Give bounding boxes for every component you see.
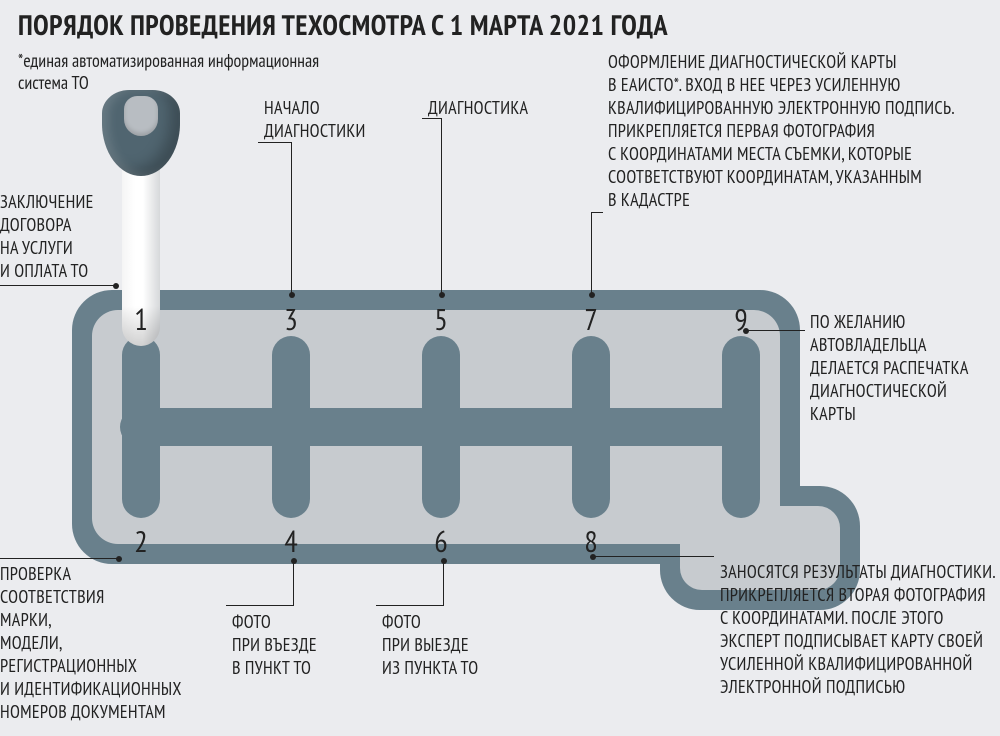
- callout-line: ДИАГНОСТИКИ: [264, 119, 366, 142]
- leader-line: [376, 605, 444, 606]
- callout-line: НОМЕРОВ ДОКУМЕНТАМ: [0, 700, 166, 723]
- leader-dot: [113, 283, 119, 289]
- gear-v-slot: [272, 336, 310, 518]
- callout-line: НАЧАЛО: [264, 96, 320, 119]
- callout-line: ОФОРМЛЕНИЕ ДИАГНОСТИЧЕСКОЙ КАРТЫ: [608, 50, 897, 73]
- gear-number-9: 9: [722, 300, 760, 339]
- footnote-line1: *единая автоматизированная информационна…: [18, 49, 319, 72]
- callout-line: КВАЛИФИЦИРОВАННУЮ ЭЛЕКТРОННУЮ ПОДПИСЬ.: [608, 96, 955, 119]
- callout-step-9: ПО ЖЕЛАНИЮАВТОВЛАДЕЛЬЦАДЕЛАЕТСЯ РАСПЕЧАТ…: [810, 310, 969, 425]
- callout-line: ЗАНОСЯТСЯ РЕЗУЛЬТАТЫ ДИАГНОСТИКИ.: [720, 560, 996, 583]
- callout-line: МАРКИ,: [0, 608, 52, 631]
- callout-line: СООТВЕТСТВУЮТ КООРДИНАТАМ, УКАЗАННЫМ: [608, 165, 922, 188]
- gear-number-7: 7: [572, 300, 610, 339]
- callout-line: С КООРДИНАТАМИ. ПОСЛЕ ЭТОГО: [720, 606, 944, 629]
- callout-line: С КООРДИНАТАМИ МЕСТА СЪЕМКИ, КОТОРЫЕ: [608, 142, 912, 165]
- callout-line: В ЕАИСТО*. ВХОД В НЕЕ ЧЕРЕЗ УСИЛЕННУЮ: [608, 73, 901, 96]
- page-title: ПОРЯДОК ПРОВЕДЕНИЯ ТЕХОСМОТРА С 1 МАРТА …: [18, 6, 668, 43]
- callout-line: ФОТО: [232, 610, 271, 633]
- leader-dot: [116, 556, 122, 562]
- callout-line: АВТОВЛАДЕЛЬЦА: [810, 333, 927, 356]
- leader-dot: [439, 292, 445, 298]
- gear-v-slot: [572, 336, 610, 518]
- leader-dot: [743, 328, 749, 334]
- callout-line: И ИДЕНТИФИКАЦИОННЫХ: [0, 677, 182, 700]
- gear-number-4: 4: [272, 522, 310, 561]
- callout-line: И ОПЛАТА ТО: [0, 259, 88, 282]
- callout-step-4: ФОТОПРИ ВЪЕЗДЕВ ПУНКТ ТО: [232, 610, 317, 679]
- gear-number-1: 1: [122, 300, 160, 339]
- callout-line: ДИАГНОСТИКА: [428, 96, 528, 119]
- gear-v-slot: [122, 336, 160, 518]
- leader-line: [422, 118, 442, 119]
- callout-line: ДЕЛАЕТСЯ РАСПЕЧАТКА: [810, 356, 969, 379]
- callout-step-7: ОФОРМЛЕНИЕ ДИАГНОСТИЧЕСКОЙ КАРТЫВ ЕАИСТО…: [608, 50, 955, 211]
- gear-number-5: 5: [422, 300, 460, 339]
- gear-v-slot: [722, 336, 760, 518]
- leader-line: [0, 558, 118, 559]
- callout-line: МОДЕЛИ,: [0, 631, 63, 654]
- callout-line: ЗАКЛЮЧЕНИЕ: [0, 190, 94, 213]
- gear-number-2: 2: [122, 522, 160, 561]
- callout-step-5: ДИАГНОСТИКА: [428, 96, 528, 119]
- footnote: *единая автоматизированная информационна…: [18, 50, 319, 94]
- gear-knob-window: [124, 96, 158, 136]
- callout-line: УСИЛЕННОЙ КВАЛИФИЦИРОВАННОЙ: [720, 652, 973, 675]
- callout-line: ПРИКРЕПЛЯЕТСЯ ПЕРВАЯ ФОТОГРАФИЯ: [608, 119, 875, 142]
- leader-dot: [291, 558, 297, 564]
- leader-dot: [289, 292, 295, 298]
- callout-line: ПРОВЕРКА: [0, 562, 71, 585]
- gear-number-3: 3: [272, 300, 310, 339]
- callout-line: В ПУНКТ ТО: [232, 656, 311, 679]
- callout-line: КАРТЫ: [810, 402, 856, 425]
- callout-line: РЕГИСТРАЦИОННЫХ: [0, 654, 137, 677]
- gear-number-6: 6: [422, 522, 460, 561]
- leader-line: [441, 118, 442, 294]
- leader-line: [226, 605, 294, 606]
- gear-v-slot: [422, 336, 460, 518]
- callout-line: ДОГОВОРА: [0, 213, 72, 236]
- leader-dot: [589, 292, 595, 298]
- footnote-line2: система ТО: [18, 71, 89, 94]
- callout-line: ИЗ ПУНКТА ТО: [382, 656, 478, 679]
- leader-dot: [590, 554, 596, 560]
- callout-line: ФОТО: [382, 610, 421, 633]
- callout-line: ПРИ ВЫЕЗДЕ: [382, 633, 469, 656]
- leader-line: [592, 556, 714, 557]
- callout-step-8: ЗАНОСЯТСЯ РЕЗУЛЬТАТЫ ДИАГНОСТИКИ.ПРИКРЕП…: [720, 560, 996, 698]
- callout-step-3: НАЧАЛОДИАГНОСТИКИ: [264, 96, 366, 142]
- leader-line: [591, 212, 592, 294]
- callout-line: ЭЛЕКТРОННОЙ ПОДПИСЬЮ: [720, 675, 906, 698]
- callout-line: НА УСЛУГИ: [0, 236, 73, 259]
- leader-dot: [441, 558, 447, 564]
- callout-line: ЭКСПЕРТ ПОДПИСЫВАЕТ КАРТУ СВОЕЙ: [720, 629, 983, 652]
- leader-line: [291, 142, 292, 294]
- leader-line: [258, 142, 292, 143]
- leader-line: [293, 560, 294, 606]
- leader-line: [745, 330, 805, 331]
- callout-step-6: ФОТОПРИ ВЫЕЗДЕИЗ ПУНКТА ТО: [382, 610, 478, 679]
- callout-line: СООТВЕТСТВИЯ: [0, 585, 105, 608]
- callout-line: В КАДАСТРЕ: [608, 188, 690, 211]
- callout-step-1: ЗАКЛЮЧЕНИЕДОГОВОРАНА УСЛУГИИ ОПЛАТА ТО: [0, 190, 94, 282]
- leader-line: [591, 212, 603, 213]
- callout-step-2: ПРОВЕРКАСООТВЕТСТВИЯМАРКИ,МОДЕЛИ,РЕГИСТР…: [0, 562, 182, 723]
- callout-line: ПО ЖЕЛАНИЮ: [810, 310, 906, 333]
- leader-line: [443, 560, 444, 606]
- callout-line: ДИАГНОСТИЧЕСКОЙ: [810, 379, 947, 402]
- callout-line: ПРИКРЕПЛЯЕТСЯ ВТОРАЯ ФОТОГРАФИЯ: [720, 583, 986, 606]
- callout-line: ПРИ ВЪЕЗДЕ: [232, 633, 317, 656]
- leader-line: [0, 285, 115, 286]
